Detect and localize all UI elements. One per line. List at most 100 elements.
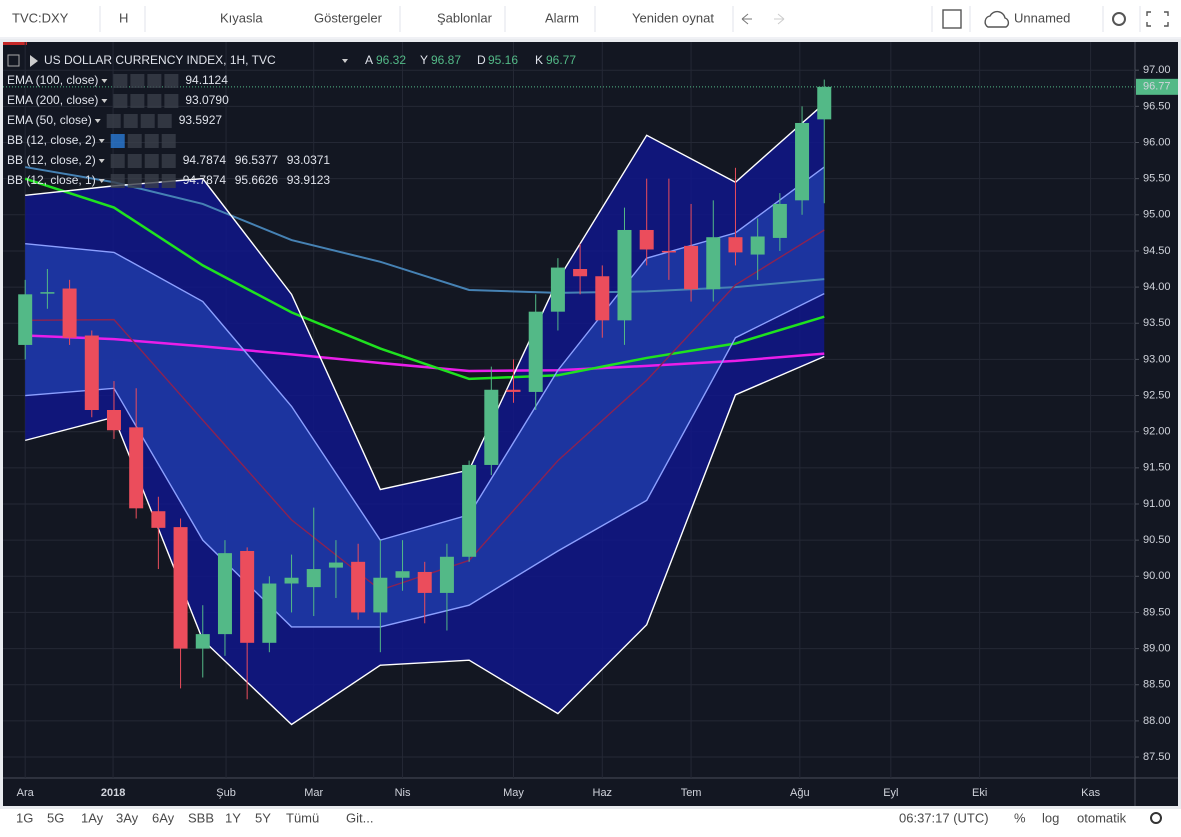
indicator-button[interactable] — [113, 74, 128, 88]
auto-toggle[interactable]: otomatik — [1077, 810, 1127, 825]
indicator-caret[interactable] — [98, 159, 105, 163]
range-button[interactable]: 6Ay — [152, 810, 175, 825]
candle-body — [18, 294, 33, 345]
x-tick-label: 2018 — [101, 787, 125, 799]
indicator-button[interactable] — [144, 174, 159, 188]
indicator-button[interactable] — [144, 154, 159, 168]
y-tick-label: 93.50 — [1143, 317, 1171, 329]
indicator-button[interactable] — [110, 134, 125, 148]
range-button[interactable]: SBB — [188, 810, 214, 825]
candle-body — [328, 562, 343, 568]
toolbar-item[interactable]: Göstergeler — [314, 10, 383, 25]
toolbar-item[interactable]: Şablonlar — [437, 10, 493, 25]
indicator-caret[interactable] — [101, 99, 108, 103]
indicator-name[interactable]: BB (12, close, 2) — [7, 133, 96, 147]
indicator-caret[interactable] — [98, 139, 105, 143]
indicator-button[interactable] — [144, 134, 159, 148]
indicator-button[interactable] — [147, 74, 162, 88]
fullscreen-icon[interactable] — [1146, 11, 1169, 27]
y-tick-label: 90.50 — [1143, 534, 1171, 546]
candle-body — [84, 335, 99, 410]
percent-toggle[interactable]: % — [1014, 810, 1026, 825]
range-button[interactable]: 1G — [16, 810, 33, 825]
ohlc-key: Y — [420, 53, 428, 67]
indicator-button[interactable] — [164, 94, 179, 108]
indicator-button[interactable] — [127, 134, 142, 148]
indicator-button[interactable] — [140, 114, 155, 128]
range-button[interactable]: 5G — [47, 810, 64, 825]
goto-button[interactable]: Git... — [346, 810, 373, 825]
candle-body — [684, 245, 699, 290]
ohlc-value: 96.87 — [431, 53, 461, 67]
candle-body — [306, 569, 321, 588]
indicator-caret[interactable] — [98, 179, 105, 183]
indicator-name[interactable]: BB (12, close, 2) — [7, 153, 96, 167]
y-tick-label: 87.50 — [1143, 751, 1171, 763]
range-button[interactable]: 1Ay — [81, 810, 104, 825]
caret[interactable] — [342, 59, 348, 63]
indicator-button[interactable] — [161, 154, 176, 168]
indicator-button[interactable] — [127, 154, 142, 168]
indicator-caret[interactable] — [101, 79, 108, 83]
layout-name[interactable]: Unnamed — [1014, 10, 1070, 25]
indicator-button[interactable] — [164, 74, 179, 88]
cloud-icon[interactable] — [984, 10, 1010, 28]
x-tick-label: Tem — [681, 787, 702, 799]
indicator-button[interactable] — [106, 114, 121, 128]
clock: 06:37:17 (UTC) — [899, 810, 989, 825]
range-button[interactable]: 1Y — [225, 810, 241, 825]
toolbar-item[interactable]: Alarm — [545, 10, 579, 25]
chart-title: US DOLLAR CURRENCY INDEX, 1H, TVC — [44, 53, 276, 67]
range-button[interactable]: 3Ay — [116, 810, 139, 825]
indicator-button[interactable] — [157, 114, 172, 128]
indicator-name[interactable]: EMA (100, close) — [7, 73, 98, 87]
corner-marker — [3, 42, 27, 45]
x-tick-label: Haz — [593, 787, 613, 799]
candle-body — [106, 410, 121, 431]
symbol[interactable]: TVC:DXY — [12, 10, 69, 25]
candle-body — [395, 571, 410, 578]
candle-body — [750, 236, 765, 255]
bottom-toolbar — [0, 809, 1181, 837]
interval[interactable]: H — [119, 10, 128, 25]
indicator-button[interactable] — [123, 114, 138, 128]
bottom-settings-icon[interactable] — [1150, 812, 1162, 824]
flag-icon — [30, 55, 38, 67]
candle-body — [506, 389, 521, 392]
indicator-button[interactable] — [130, 74, 145, 88]
indicator-button[interactable] — [110, 154, 125, 168]
indicator-line — [25, 334, 825, 373]
log-toggle[interactable]: log — [1042, 810, 1059, 825]
candle-body — [728, 237, 743, 253]
indicator-button[interactable] — [161, 174, 176, 188]
indicator-button[interactable] — [113, 94, 128, 108]
y-tick-label: 96.00 — [1143, 136, 1171, 148]
y-tick-label: 97.00 — [1143, 64, 1171, 76]
candle-body — [617, 229, 632, 321]
range-button[interactable]: Tümü — [286, 810, 319, 825]
indicator-line — [24, 177, 825, 381]
range-button[interactable]: 5Y — [255, 810, 271, 825]
indicator-name[interactable]: BB (12, close, 1) — [7, 173, 96, 187]
checkbox-icon[interactable] — [942, 9, 962, 29]
x-tick-label: Şub — [216, 787, 236, 799]
indicator-button[interactable] — [127, 174, 142, 188]
indicator-button[interactable] — [147, 94, 162, 108]
indicator-button[interactable] — [161, 134, 176, 148]
collapse-button[interactable] — [7, 54, 20, 67]
toolbar-item[interactable]: Yeniden oynat — [632, 10, 714, 25]
redo-icon[interactable] — [774, 13, 785, 25]
indicator-value: 94.1124 — [185, 73, 228, 87]
toolbar-item[interactable]: Kıyasla — [220, 10, 263, 25]
indicator-button[interactable] — [130, 94, 145, 108]
indicator-caret[interactable] — [94, 119, 101, 123]
indicator-name[interactable]: EMA (200, close) — [7, 93, 98, 107]
indicator-button[interactable] — [110, 174, 125, 188]
y-tick-label: 95.50 — [1143, 173, 1171, 185]
ui — [741, 9, 1169, 824]
undo-icon[interactable] — [741, 13, 752, 25]
indicator-name[interactable]: EMA (50, close) — [7, 113, 92, 127]
y-tick-label: 88.00 — [1143, 715, 1171, 727]
settings-icon[interactable] — [1112, 12, 1126, 26]
